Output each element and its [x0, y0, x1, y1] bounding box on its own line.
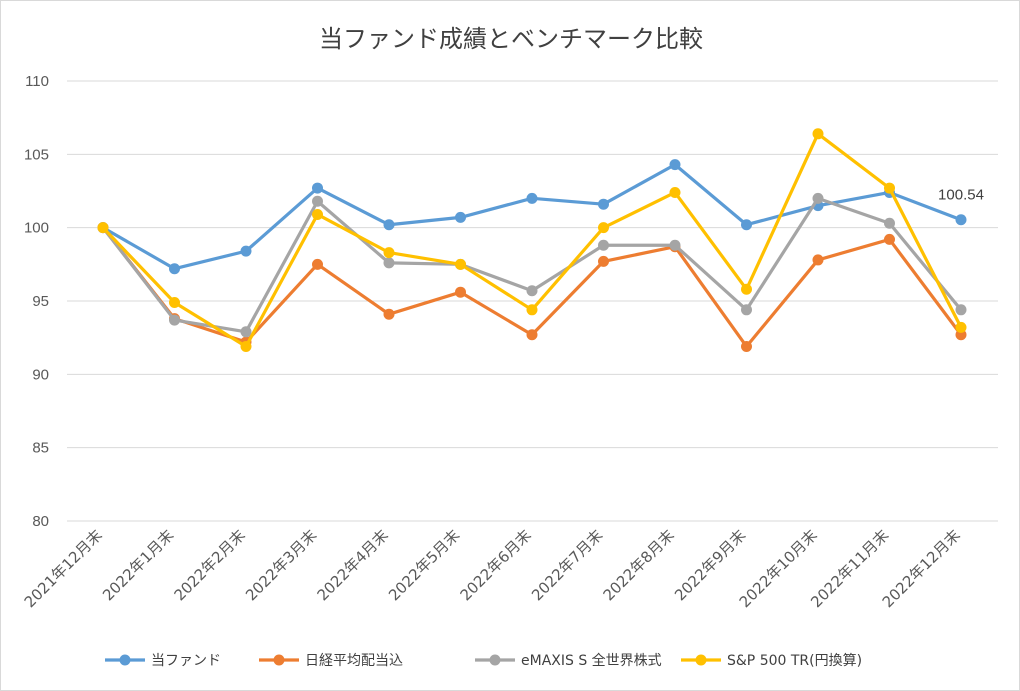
x-tick-label: 2022年6月末 [457, 526, 535, 604]
data-point [526, 192, 538, 204]
legend-label: S&P 500 TR(円換算) [727, 653, 862, 669]
data-point [884, 217, 895, 229]
data-point [169, 263, 180, 275]
data-point [240, 326, 252, 338]
data-point [455, 211, 466, 223]
data-point [598, 222, 609, 234]
x-tick-label: 2022年1月末 [99, 526, 177, 604]
data-point [812, 254, 824, 266]
data-point [169, 296, 180, 308]
x-tick-label: 2021年12月末 [21, 526, 106, 611]
data-point [455, 286, 466, 298]
data-point [812, 192, 824, 204]
x-tick-label: 2022年4月末 [314, 526, 392, 604]
x-tick-label: 2022年9月末 [671, 526, 749, 604]
legend-label: 当ファンド [151, 653, 221, 669]
data-point [526, 329, 538, 341]
legend-swatch-marker [119, 654, 131, 666]
x-tick-label: 2022年3月末 [242, 526, 320, 604]
y-tick-label: 110 [25, 73, 49, 90]
data-point [240, 340, 252, 352]
data-point [312, 195, 323, 207]
legend-swatch-marker [273, 654, 285, 666]
data-point [598, 239, 609, 251]
legend-item: S&P 500 TR(円換算) [681, 653, 862, 669]
data-point [955, 321, 967, 333]
y-tick-label: 100 [24, 220, 49, 237]
data-point [383, 308, 395, 320]
data-point [669, 159, 681, 171]
y-axis: 80 85 90 95 100 105 110 [24, 73, 49, 530]
data-point [97, 222, 109, 234]
data-point [741, 304, 752, 316]
data-point [884, 182, 895, 194]
data-point [598, 198, 609, 210]
data-point [312, 208, 323, 220]
data-point [812, 128, 824, 140]
data-point [884, 233, 895, 245]
data-point [312, 258, 323, 270]
series-0 [97, 159, 967, 275]
legend-swatch-marker [695, 654, 707, 666]
data-point [169, 314, 180, 326]
data-point [240, 245, 252, 257]
series-2 [97, 192, 967, 338]
x-tick-label: 2022年2月末 [171, 526, 249, 604]
series-line [101, 163, 963, 271]
legend-label: eMAXIS S 全世界株式 [521, 652, 662, 669]
data-point [312, 182, 323, 194]
x-axis: 2021年12月末2022年1月末2022年2月末2022年3月末2022年4月… [21, 526, 964, 611]
data-point [598, 255, 609, 267]
x-tick-label: 2022年5月末 [385, 526, 463, 604]
data-labels: 100.54 [938, 187, 984, 204]
data-point [741, 283, 752, 295]
series [97, 128, 967, 352]
data-point [526, 285, 538, 297]
x-tick-label: 2022年8月末 [600, 526, 678, 604]
legend-item: eMAXIS S 全世界株式 [475, 652, 662, 669]
y-tick-label: 95 [32, 293, 49, 310]
legend-item: 当ファンド [105, 653, 221, 669]
data-point [383, 257, 395, 269]
data-point [526, 304, 538, 316]
legend-label: 日経平均配当込 [305, 653, 403, 669]
data-point [741, 219, 752, 231]
data-label: 100.54 [938, 187, 984, 204]
data-point [383, 219, 395, 231]
legend-item: 日経平均配当込 [259, 653, 403, 669]
series-3 [97, 128, 967, 352]
gridlines [67, 80, 998, 522]
data-point [955, 214, 967, 226]
legend: 当ファンド 日経平均配当込 eMAXIS S 全世界株式 S&P 500 TR(円換算… [105, 652, 862, 669]
y-tick-label: 105 [24, 146, 49, 163]
y-tick-label: 80 [32, 513, 49, 530]
legend-swatch-marker [489, 654, 501, 666]
y-tick-label: 90 [32, 366, 49, 383]
y-tick-label: 85 [32, 440, 49, 457]
data-point [383, 247, 395, 259]
data-point [455, 258, 466, 270]
data-point [669, 186, 681, 198]
chart-title: 当ファンド成績とベンチマーク比較 [319, 25, 703, 53]
data-point [741, 340, 752, 352]
data-point [955, 304, 967, 316]
data-point [669, 239, 681, 251]
x-tick-label: 2022年7月末 [528, 526, 606, 604]
